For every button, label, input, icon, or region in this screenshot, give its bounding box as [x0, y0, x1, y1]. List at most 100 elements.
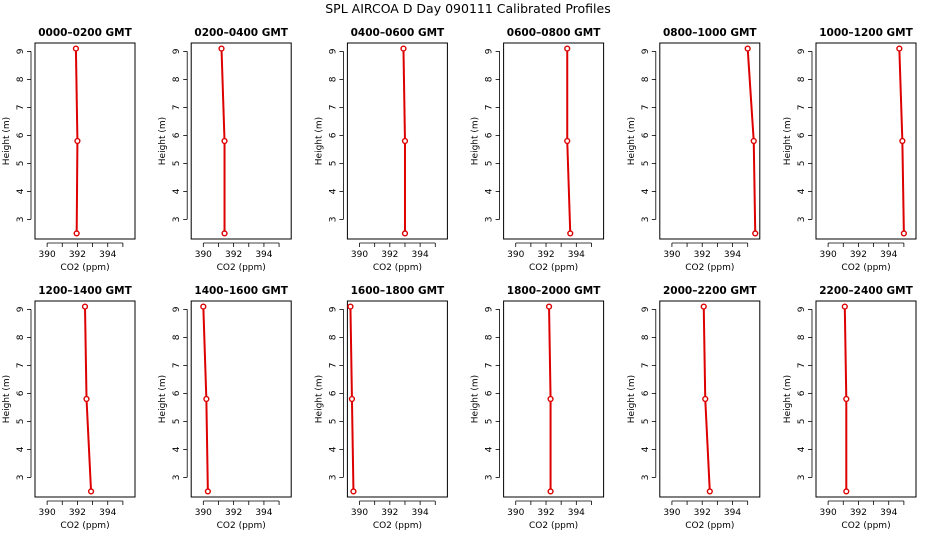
y-tick-label: 7 [328, 105, 338, 111]
panel-9: 1600–1800 GMT 390 392 394 CO2 (ppm) 3 4 5 6 7 8 9 He… [314, 285, 448, 531]
y-axis-label: Height (m) [158, 117, 168, 165]
y-tick-label: 8 [172, 334, 182, 340]
x-tick-label: 394 [412, 508, 429, 518]
x-tick-label: 390 [820, 508, 837, 518]
panel-7: 1200–1400 GMT 390 392 394 CO2 (ppm) 3 4 5 6 7 8 9 He… [2, 285, 136, 531]
data-point [896, 45, 903, 52]
data-point [73, 230, 80, 237]
plot-frame [346, 42, 448, 240]
data-point [348, 395, 356, 403]
x-tick-label: 394 [568, 250, 585, 260]
panel-title: 1400–1600 GMT [194, 285, 288, 297]
plot-frame [503, 42, 605, 240]
x-tick-label: 394 [568, 508, 585, 518]
y-tick-label: 6 [797, 132, 807, 138]
y-axis-label: Height (m) [314, 375, 324, 423]
y-tick-label: 9 [641, 306, 651, 312]
y-tick-label: 7 [485, 363, 495, 369]
y-tick-label: 9 [328, 306, 338, 312]
y-tick-label: 5 [172, 161, 182, 167]
y-tick-label: 4 [797, 188, 807, 194]
y-tick-label: 8 [16, 334, 26, 340]
data-point [841, 303, 848, 310]
x-tick-label: 392 [69, 250, 86, 260]
panel-title: 0400–0600 GMT [351, 27, 445, 39]
y-tick-label: 6 [16, 390, 26, 396]
data-point [706, 488, 713, 495]
x-axis-label: CO2 (ppm) [60, 263, 109, 273]
data-point [72, 45, 80, 52]
y-tick-label: 3 [485, 217, 495, 223]
data-point [843, 488, 850, 495]
panel-3: 0400–0600 GMT 390 392 394 CO2 (ppm) 3 4 5 6 7 8 9 He… [314, 27, 448, 273]
y-axis-label: Height (m) [158, 375, 168, 423]
panel-title: 0800–1000 GMT [663, 27, 757, 39]
x-axis-label: CO2 (ppm) [841, 521, 890, 531]
y-tick-label: 7 [797, 363, 807, 369]
y-tick-label: 6 [797, 390, 807, 396]
plot-frame [190, 42, 292, 240]
data-point [74, 137, 81, 145]
plot-frame [659, 300, 761, 498]
y-tick-label: 9 [797, 306, 807, 312]
data-point [81, 303, 89, 310]
y-tick-label: 3 [797, 217, 807, 223]
y-tick-label: 5 [172, 419, 182, 425]
y-tick-label: 4 [172, 188, 182, 194]
data-point [564, 137, 571, 145]
y-tick-label: 8 [797, 334, 807, 340]
y-axis-label: Height (m) [314, 117, 324, 165]
y-tick-label: 4 [641, 188, 651, 194]
data-point [547, 395, 554, 403]
y-tick-label: 9 [328, 48, 338, 54]
y-tick-label: 7 [328, 363, 338, 369]
x-tick-label: 390 [663, 250, 680, 260]
y-tick-label: 8 [16, 76, 26, 82]
data-point [545, 303, 553, 310]
panel-2: 0200–0400 GMT 390 392 394 CO2 (ppm) 3 4 5 6 7 8 9 He… [158, 27, 292, 273]
x-tick-label: 390 [39, 508, 56, 518]
y-tick-label: 8 [328, 76, 338, 82]
data-point [401, 230, 409, 237]
data-point [401, 137, 409, 145]
data-point [204, 488, 211, 495]
panel-4: 0600–0800 GMT 390 392 394 CO2 (ppm) 3 4 5 6 7 8 9 He… [471, 27, 605, 273]
x-tick-label: 390 [663, 508, 680, 518]
data-point [218, 45, 225, 52]
y-axis-label: Height (m) [783, 117, 793, 165]
y-axis-label: Height (m) [2, 117, 12, 165]
x-tick-label: 390 [195, 508, 212, 518]
plot-frame [34, 300, 136, 498]
y-tick-label: 5 [328, 419, 338, 425]
y-tick-label: 9 [797, 48, 807, 54]
x-tick-label: 390 [195, 250, 212, 260]
y-tick-label: 3 [16, 475, 26, 481]
x-axis-label: CO2 (ppm) [60, 521, 109, 531]
data-point [221, 137, 228, 145]
y-tick-label: 8 [172, 76, 182, 82]
y-tick-label: 5 [797, 161, 807, 167]
data-point [350, 488, 357, 495]
y-tick-label: 7 [641, 363, 651, 369]
y-tick-label: 7 [797, 105, 807, 111]
y-tick-label: 5 [16, 419, 26, 425]
data-point [200, 303, 207, 310]
y-tick-label: 9 [16, 48, 26, 54]
y-tick-label: 7 [485, 105, 495, 111]
x-axis-label: CO2 (ppm) [841, 263, 890, 273]
y-tick-label: 7 [641, 105, 651, 111]
y-tick-label: 4 [172, 446, 182, 452]
panel-title: 0200–0400 GMT [194, 27, 288, 39]
x-tick-label: 392 [694, 508, 711, 518]
y-axis-label: Height (m) [627, 117, 637, 165]
data-point [400, 45, 407, 52]
x-tick-label: 394 [99, 250, 116, 260]
main-title: SPL AIRCOA D Day 090111 Calibrated Profi… [325, 1, 610, 16]
x-tick-label: 392 [69, 508, 86, 518]
panel-title: 0600–0800 GMT [507, 27, 601, 39]
x-tick-label: 392 [225, 250, 242, 260]
y-tick-label: 3 [328, 217, 338, 223]
panel-title: 1200–1400 GMT [38, 285, 132, 297]
x-tick-label: 394 [255, 508, 272, 518]
